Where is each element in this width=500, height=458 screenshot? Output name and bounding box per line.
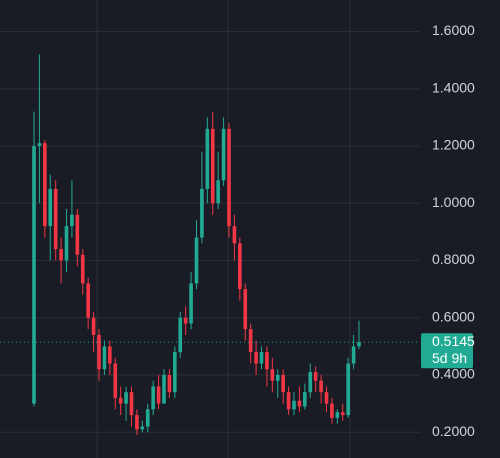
candle-body [189, 283, 193, 324]
candle-body [330, 403, 334, 418]
candle-body [118, 397, 123, 404]
candle-body [48, 188, 53, 227]
candle-body [346, 363, 350, 416]
candle-body [292, 400, 296, 410]
candle-body [178, 317, 183, 353]
candle-body [200, 188, 204, 238]
candle-body [173, 352, 177, 393]
candle-body [324, 392, 329, 404]
candle-body [227, 128, 231, 227]
candle-body [194, 237, 199, 284]
candle-body [183, 317, 188, 324]
candle-body [297, 400, 302, 407]
candle-body [32, 145, 36, 404]
candle-body [319, 380, 323, 393]
candle-body [162, 374, 166, 404]
candle-body [135, 415, 139, 430]
candle-body [64, 226, 69, 261]
candle-body [124, 392, 128, 404]
y-tick-label: 1.4000 [432, 79, 475, 95]
candle-body [238, 243, 242, 290]
candle-body [140, 426, 145, 430]
candle-body [151, 386, 155, 410]
candle-body [313, 372, 318, 381]
candle-body [156, 386, 161, 404]
candle-body [248, 329, 253, 353]
y-tick-label: 0.2000 [432, 423, 475, 439]
candle-body [91, 317, 96, 335]
candle-body [232, 226, 237, 244]
candle-body [210, 128, 215, 204]
candle-body [265, 352, 269, 370]
candle-body [243, 289, 248, 330]
candle-body [113, 363, 118, 398]
candle-body [221, 128, 226, 181]
y-tick-label: 1.0000 [432, 194, 475, 210]
candle-body [53, 188, 58, 250]
candle-body [281, 374, 285, 393]
last-price-box [421, 333, 473, 369]
candle-body [80, 254, 85, 284]
candle-body [351, 346, 356, 364]
candle-body [340, 412, 345, 416]
last-price-label: 0.5145 [432, 333, 475, 349]
candle-body [70, 214, 74, 227]
candle-body [259, 352, 264, 364]
candle-body [254, 352, 258, 364]
y-tick-label: 0.6000 [432, 308, 475, 324]
candle-body [129, 392, 134, 416]
candle-body [37, 143, 42, 146]
candle-body [303, 392, 307, 407]
candle-body [102, 346, 107, 370]
candle-body [357, 342, 361, 347]
candle-body [216, 180, 220, 204]
countdown-label: 5d 9h [432, 350, 467, 366]
y-tick-label: 0.8000 [432, 251, 475, 267]
candle-body [335, 412, 340, 418]
candle-body [205, 128, 210, 189]
candle-body [275, 374, 280, 381]
candle-body [270, 369, 275, 381]
candle-body [86, 283, 90, 318]
y-tick-label: 1.6000 [432, 22, 475, 38]
candle-body [108, 346, 112, 364]
candle-body [167, 374, 172, 393]
candle-body [59, 249, 63, 261]
y-tick-label: 1.2000 [432, 137, 475, 153]
candle-body [308, 372, 313, 393]
candle-body [97, 334, 101, 370]
candle-body [75, 214, 80, 255]
y-tick-label: 0.4000 [432, 366, 475, 382]
candle-body [145, 409, 150, 427]
candle-body [43, 143, 47, 227]
candle-body [286, 392, 291, 410]
